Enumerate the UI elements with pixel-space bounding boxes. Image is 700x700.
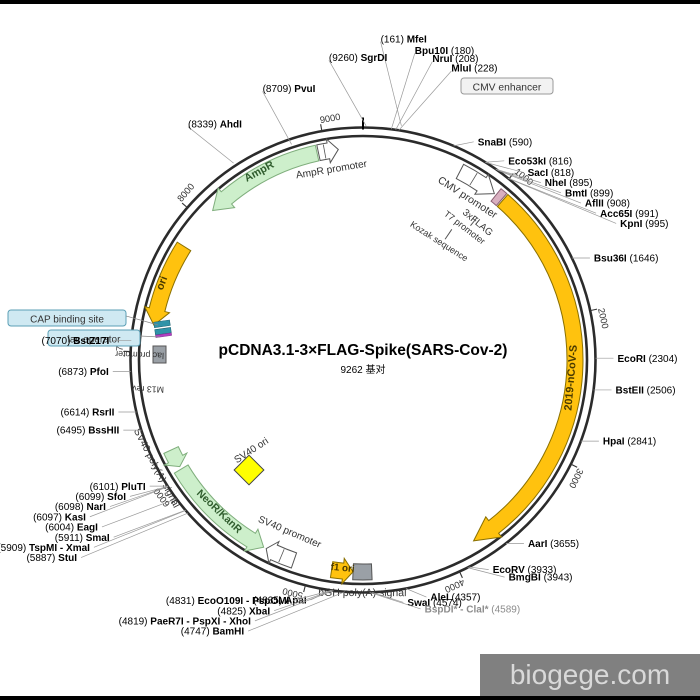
svg-text:BstEII (2506): BstEII (2506) <box>616 386 676 397</box>
svg-text:Bsu36I (1646): Bsu36I (1646) <box>594 254 658 265</box>
svg-text:KpnI (995): KpnI (995) <box>620 219 668 230</box>
svg-text:3000: 3000 <box>567 467 585 490</box>
svg-text:(4747) BamHI: (4747) BamHI <box>181 627 245 638</box>
svg-text:EcoRI (2304): EcoRI (2304) <box>617 354 677 365</box>
svg-text:(9260) SgrDI: (9260) SgrDI <box>329 53 388 64</box>
svg-text:f1 ori: f1 ori <box>330 562 355 575</box>
svg-text:(6614) RsrII: (6614) RsrII <box>60 408 114 419</box>
svg-text:BmgBI (3943): BmgBI (3943) <box>509 573 573 584</box>
svg-text:SV40 promoter: SV40 promoter <box>256 514 323 551</box>
svg-text:CAP binding site: CAP binding site <box>30 315 104 326</box>
svg-text:(7070) BstZ17I: (7070) BstZ17I <box>42 336 110 347</box>
svg-text:9262 基对: 9262 基对 <box>340 363 385 376</box>
svg-text:MluI (228): MluI (228) <box>451 64 497 75</box>
svg-text:(5887) StuI: (5887) StuI <box>26 553 77 564</box>
svg-text:(8339) AhdI: (8339) AhdI <box>188 119 242 130</box>
svg-text:2000: 2000 <box>596 307 610 329</box>
svg-text:CMV enhancer: CMV enhancer <box>473 83 542 94</box>
svg-text:HpaI (2841): HpaI (2841) <box>603 437 656 448</box>
svg-text:(6495) BssHII: (6495) BssHII <box>57 426 120 437</box>
svg-text:9000: 9000 <box>319 112 341 125</box>
svg-text:BspDI* - ClaI* (4589): BspDI* - ClaI* (4589) <box>425 605 521 616</box>
svg-text:pCDNA3.1-3×FLAG-Spike(SARS-Cov: pCDNA3.1-3×FLAG-Spike(SARS-Cov-2) <box>219 342 508 359</box>
svg-text:(6873) PfoI: (6873) PfoI <box>58 367 109 378</box>
svg-text:M13 rev: M13 rev <box>131 384 164 395</box>
svg-text:lac promoter: lac promoter <box>115 349 164 361</box>
svg-text:Eco53kI (816): Eco53kI (816) <box>508 156 572 167</box>
svg-text:(8709) PvuI: (8709) PvuI <box>263 84 316 95</box>
svg-text:SnaBI (590): SnaBI (590) <box>478 137 532 148</box>
svg-text:(161) MfeI: (161) MfeI <box>381 34 427 45</box>
svg-text:AarI (3655): AarI (3655) <box>528 539 579 550</box>
